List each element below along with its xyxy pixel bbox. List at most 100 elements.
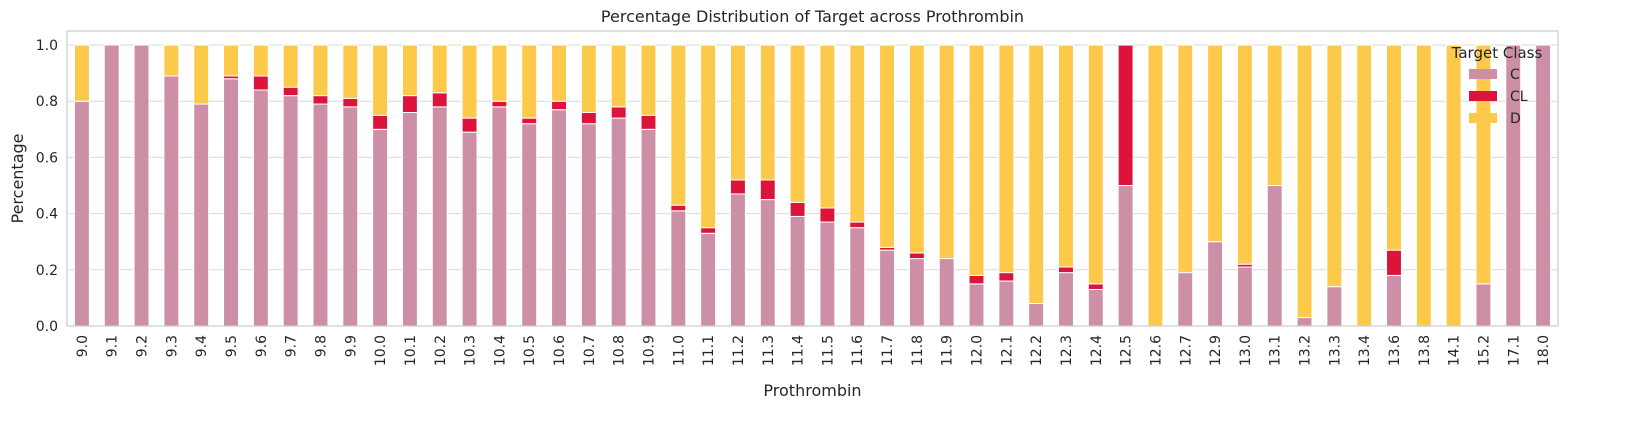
bar-segment-c	[223, 78, 239, 327]
bar-segment-d	[729, 44, 746, 181]
x-tick-label: 12.6	[1148, 335, 1164, 366]
x-tick-label: 9.5	[224, 335, 240, 357]
bar-segment-c	[491, 106, 508, 327]
bar-segment-cl	[849, 221, 866, 229]
bar-segment-cl	[908, 252, 925, 260]
bar-segment-cl	[580, 111, 597, 125]
x-tick-label: 15.2	[1476, 335, 1492, 366]
bar-segment-c	[1505, 44, 1522, 327]
y-axis-label: Percentage	[8, 133, 27, 223]
x-tick-label: 11.0	[671, 335, 687, 366]
bar-segment-d	[700, 44, 717, 229]
bar-segment-c	[282, 95, 299, 327]
bar-segment-d	[312, 44, 329, 97]
bar-segment-c	[1207, 241, 1224, 327]
x-tick-label: 9.9	[343, 335, 359, 357]
bar-segment-cl	[819, 207, 836, 223]
x-tick-label: 10.8	[612, 335, 628, 366]
bar-segment-d	[521, 44, 538, 119]
bar-segment-d	[938, 44, 955, 260]
y-tick-label: 0.8	[36, 94, 58, 110]
bar-segment-c	[1266, 185, 1283, 327]
x-tick-label: 9.1	[105, 335, 121, 357]
bar-segment-cl	[998, 272, 1015, 282]
bar-segment-c	[312, 103, 329, 327]
bar-segment-c	[879, 249, 896, 327]
bar-segment-cl	[1087, 283, 1104, 290]
bar-segment-c	[938, 258, 955, 327]
bar-segment-d	[163, 44, 180, 77]
bar-segment-cl	[700, 227, 717, 234]
bar-segment-d	[908, 44, 925, 254]
bar-segment-c	[1475, 283, 1492, 327]
bar-segment-cl	[759, 179, 776, 201]
bar-segment-cl	[729, 179, 746, 195]
bar-segment-c	[610, 117, 627, 327]
x-tick-label: 10.5	[522, 335, 538, 366]
bar-segment-c	[998, 280, 1015, 327]
bar-segment-d	[1058, 44, 1074, 268]
x-tick-label: 11.5	[820, 335, 836, 366]
bar-segment-c	[401, 111, 418, 327]
x-tick-label: 11.3	[761, 335, 777, 366]
legend-label-c: C	[1510, 67, 1520, 83]
x-tick-label: 13.8	[1417, 335, 1433, 366]
bar-segment-cl	[372, 114, 389, 130]
plot-frame	[66, 30, 1559, 327]
bar-segment-d	[670, 44, 687, 206]
x-tick-label: 9.2	[135, 335, 151, 357]
x-tick-label: 13.1	[1268, 335, 1284, 366]
bar-segment-c	[1177, 272, 1194, 327]
bar-segment-d	[1386, 44, 1402, 251]
x-tick-label: 14.1	[1447, 335, 1463, 366]
bar-segment-d	[282, 44, 299, 88]
bar-segment-d	[1087, 44, 1104, 285]
bar-segment-c	[908, 258, 925, 327]
bar-segment-c	[252, 89, 269, 327]
bar-segment-cl	[1117, 44, 1134, 187]
x-tick-label: 12.3	[1059, 335, 1075, 366]
bar-segment-d	[461, 44, 478, 119]
bar-segment-c	[1386, 274, 1402, 327]
x-tick-label: 11.1	[701, 335, 717, 366]
x-tick-label: 9.4	[194, 335, 210, 357]
bar-segment-d	[1296, 44, 1313, 319]
x-tick-label: 13.3	[1327, 335, 1343, 366]
bar-segment-cl	[431, 92, 448, 108]
x-tick-label: 13.0	[1238, 335, 1254, 366]
bar-segment-c	[1326, 286, 1343, 327]
bar-segment-c	[1028, 303, 1045, 327]
x-tick-label: 12.9	[1208, 335, 1224, 366]
x-tick-label: 10.6	[552, 335, 568, 366]
bar-segment-c	[1087, 288, 1104, 327]
bar-segment-c	[342, 106, 359, 327]
bar-segment-c	[1058, 272, 1074, 327]
bar-segment-c	[193, 103, 210, 327]
y-tick-label: 0.0	[36, 319, 58, 335]
bar-segment-c	[640, 128, 657, 327]
legend: Target Class C CL D	[1451, 44, 1543, 127]
bar-segment-c	[551, 109, 567, 327]
bar-segment-d	[1445, 44, 1462, 327]
bar-segment-cl	[640, 114, 657, 130]
x-tick-label: 10.3	[463, 335, 479, 366]
x-tick-label: 11.6	[850, 335, 866, 366]
x-tick-label: 12.7	[1178, 335, 1194, 366]
x-tick-label: 12.4	[1089, 335, 1105, 366]
x-tick-label: 11.8	[910, 335, 926, 366]
x-tick-label: 9.7	[284, 335, 300, 357]
legend-title: Target Class	[1451, 44, 1543, 62]
bar-segment-d	[879, 44, 896, 248]
bar-segment-c	[372, 128, 389, 327]
bar-segment-cl	[1058, 266, 1074, 274]
bar-segment-d	[1147, 44, 1164, 327]
bar-segment-c	[849, 227, 866, 327]
x-tick-label: 10.2	[433, 335, 449, 366]
bar-segment-c	[133, 44, 150, 327]
bar-segment-d	[1207, 44, 1224, 243]
bar-segment-c	[819, 221, 836, 327]
bar-segment-d	[968, 44, 985, 276]
x-tick-label: 12.2	[1029, 335, 1045, 366]
legend-swatch-cl	[1469, 91, 1497, 101]
x-tick-label: 11.4	[791, 335, 807, 366]
